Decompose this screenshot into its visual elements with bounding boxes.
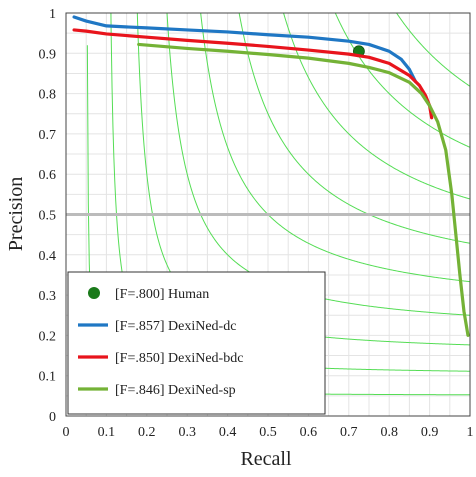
y-tick-label: 0.6 [39, 168, 57, 183]
y-tick-label: 0.8 [39, 88, 57, 103]
x-axis-title: Recall [240, 448, 292, 470]
y-tick-label: 0.3 [39, 289, 57, 304]
series-line-2 [72, 28, 434, 120]
legend-label: [F=.800] Human [115, 287, 209, 302]
x-tick-label: 0.7 [340, 425, 358, 440]
x-tick-label: 0 [63, 425, 70, 440]
legend-label: [F=.846] DexiNed-sp [115, 383, 236, 398]
x-tick-label: 0.5 [259, 425, 277, 440]
y-tick-label: 1 [49, 7, 56, 22]
legend-label: [F=.857] DexiNed-dc [115, 319, 236, 334]
iso-f-curve [238, 13, 470, 244]
y-tick-label: 0.1 [39, 370, 57, 385]
legend-marker-human [88, 287, 100, 299]
y-tick-label: 0.4 [39, 249, 57, 264]
tick-labels: 0 0.1 0.2 0.3 0.4 0.5 0.6 0.7 0.8 0.9 1 0 0.1 0.2 0.3 0… [39, 7, 474, 440]
y-axis-title: Precision [5, 177, 27, 251]
y-tick-label: 0 [49, 410, 56, 425]
x-tick-label: 0.1 [98, 425, 116, 440]
x-tick-label: 0.2 [138, 425, 156, 440]
x-tick-label: 0.3 [178, 425, 196, 440]
legend: [F=.800] Human [F=.857] DexiNed-dc [F=.850… [67, 271, 326, 415]
plot-frame [65, 12, 471, 417]
legend-box [67, 271, 326, 415]
x-tick-label: 0.6 [300, 425, 318, 440]
x-tick-label: 1 [467, 425, 474, 440]
series-line-1 [72, 15, 418, 84]
iso-f-curve [395, 13, 470, 87]
y-tick-label: 0.9 [39, 47, 57, 62]
legend-label: [F=.850] DexiNed-bdc [115, 351, 243, 366]
y-tick-label: 0.2 [39, 329, 57, 344]
series-layer [72, 15, 470, 337]
iso-f-curve [283, 13, 470, 200]
y-tick-label: 0.5 [39, 209, 57, 224]
iso-f-curve [200, 13, 470, 283]
x-tick-label: 0.4 [219, 425, 237, 440]
y-tick-label: 0.7 [39, 128, 57, 143]
series-line-3 [137, 42, 470, 337]
iso-f-curve [334, 13, 470, 148]
x-tick-label: 0.8 [380, 425, 398, 440]
x-tick-label: 0.9 [421, 425, 439, 440]
